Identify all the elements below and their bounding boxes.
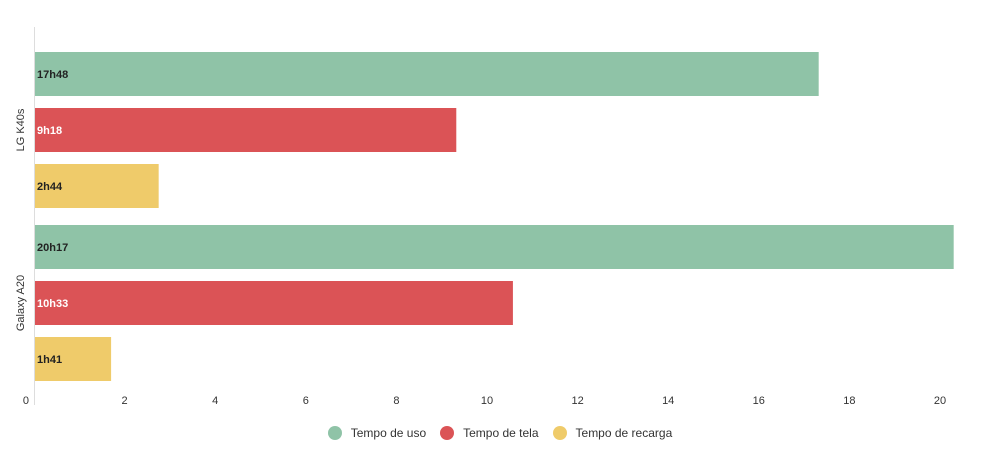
x-tick-label-14: 14 [662,395,674,407]
category-label-lg-k40s: LG K40s [15,108,27,151]
x-tick-label-6: 6 [303,395,309,407]
data-label-galaxy-a20-tempo-de-recarga: 1h41 [37,354,62,366]
bar-galaxy-a20-tempo-de-recarga[interactable] [35,337,112,381]
x-tick-label-4: 4 [212,395,218,407]
data-label-lg-k40s-tempo-de-uso: 17h48 [37,69,68,81]
legend-item-tempo-de-recarga[interactable]: Tempo de recarga [552,426,673,440]
legend-item-tempo-de-tela[interactable]: Tempo de tela [440,426,539,440]
x-tick-label-10: 10 [481,395,493,407]
data-label-galaxy-a20-tempo-de-tela: 10h33 [37,298,68,310]
x-tick-label-20: 20 [934,395,946,407]
legend-label-tempo-de-uso: Tempo de uso [350,426,427,440]
x-tick-label-16: 16 [753,395,765,407]
x-tick-label-0: 0 [23,395,29,407]
data-labels-layer: 17h48 9h18 2h44 20h17 10h33 1h41 [37,69,68,366]
bars-layer [35,52,954,381]
legend-marker-tempo-de-recarga [552,426,567,440]
legend-marker-tempo-de-uso [327,426,342,440]
legend: Tempo de uso Tempo de tela Tempo de reca… [0,426,1000,440]
category-labels-layer: LG K40s Galaxy A20 [15,108,27,331]
data-label-lg-k40s-tempo-de-recarga: 2h44 [37,181,63,193]
bar-galaxy-a20-tempo-de-uso[interactable] [35,225,954,269]
bar-galaxy-a20-tempo-de-tela[interactable] [35,281,513,325]
legend-item-tempo-de-uso[interactable]: Tempo de uso [327,426,427,440]
data-label-galaxy-a20-tempo-de-uso: 20h17 [37,242,68,254]
legend-marker-tempo-de-tela [440,426,455,440]
legend-label-tempo-de-recarga: Tempo de recarga [575,426,673,440]
bar-lg-k40s-tempo-de-tela[interactable] [35,108,457,152]
x-tick-labels-layer: 0 2 4 6 8 10 12 14 16 18 20 [23,395,946,407]
category-label-galaxy-a20: Galaxy A20 [15,275,27,331]
x-tick-label-18: 18 [843,395,855,407]
bar-lg-k40s-tempo-de-uso[interactable] [35,52,819,96]
bar-lg-k40s-tempo-de-recarga[interactable] [35,164,159,208]
x-tick-label-12: 12 [571,395,583,407]
x-tick-label-2: 2 [122,395,128,407]
legend-label-tempo-de-tela: Tempo de tela [463,426,539,440]
x-tick-label-8: 8 [393,395,399,407]
data-label-lg-k40s-tempo-de-tela: 9h18 [37,125,62,137]
